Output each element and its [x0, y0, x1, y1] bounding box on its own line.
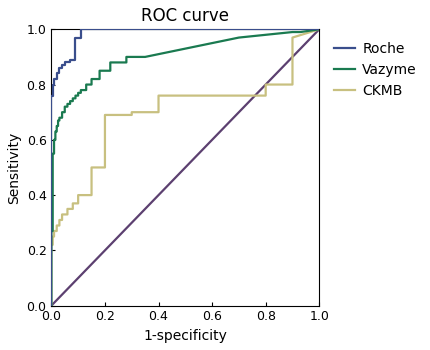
X-axis label: 1-specificity: 1-specificity	[143, 329, 227, 343]
Title: ROC curve: ROC curve	[141, 7, 229, 25]
Y-axis label: Sensitivity: Sensitivity	[7, 131, 21, 204]
Legend: Roche, Vazyme, CKMB: Roche, Vazyme, CKMB	[329, 36, 422, 103]
